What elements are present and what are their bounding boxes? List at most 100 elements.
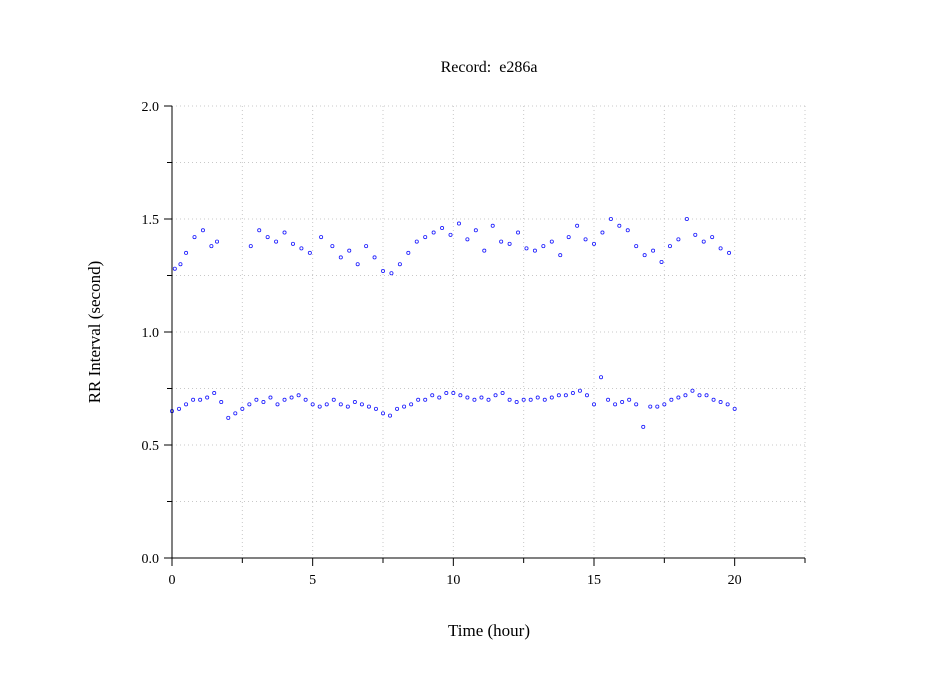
data-point [192, 235, 197, 240]
data-point [347, 248, 352, 253]
data-point [613, 402, 618, 407]
data-point [338, 402, 343, 407]
data-point [659, 259, 664, 264]
data-point [191, 397, 196, 402]
data-points [169, 216, 737, 429]
data-point [473, 228, 478, 233]
data-point [268, 395, 273, 400]
data-point [542, 397, 547, 402]
data-point [265, 235, 270, 240]
y-tick-label: 1.5 [142, 213, 160, 228]
data-point [718, 400, 723, 405]
x-tick-label: 15 [587, 573, 601, 588]
y-tick-label: 0.5 [142, 439, 160, 454]
data-point [690, 388, 695, 393]
data-point [177, 406, 182, 411]
y-tick-label: 2.0 [142, 100, 160, 115]
data-point [556, 393, 561, 398]
data-point [521, 397, 526, 402]
data-point [388, 413, 393, 418]
data-point [651, 248, 656, 253]
data-point [676, 237, 681, 242]
data-point [451, 391, 456, 396]
data-point [437, 395, 442, 400]
data-point [198, 397, 203, 402]
data-point [583, 237, 588, 242]
data-point [549, 395, 554, 400]
data-point [600, 230, 605, 235]
data-point [226, 415, 231, 420]
data-point [584, 393, 589, 398]
data-point [499, 239, 504, 244]
data-point [532, 248, 537, 253]
data-point [456, 221, 461, 226]
chart-title: Record: e286a [441, 59, 538, 76]
data-point [299, 246, 304, 251]
data-point [431, 230, 436, 235]
data-point [233, 411, 238, 416]
data-point [359, 402, 364, 407]
y-tick-label: 0.0 [142, 552, 160, 567]
data-point [282, 397, 287, 402]
x-axis-ticks: 0 5 10 15 20 [169, 558, 806, 588]
data-point [507, 397, 512, 402]
data-point [725, 402, 730, 407]
data-point [465, 237, 470, 242]
data-point [215, 239, 220, 244]
data-point [366, 404, 371, 409]
data-point [307, 250, 312, 255]
data-point [711, 397, 716, 402]
data-point [406, 250, 411, 255]
data-point [416, 397, 421, 402]
data-point [355, 262, 360, 267]
data-point [184, 250, 189, 255]
x-tick-label: 10 [446, 573, 460, 588]
data-point [693, 232, 698, 237]
data-point [380, 268, 385, 273]
data-point [330, 244, 335, 249]
data-point [338, 255, 343, 260]
data-point [409, 402, 414, 407]
data-point [282, 230, 287, 235]
data-point [257, 228, 262, 233]
data-point [482, 248, 487, 253]
data-point [209, 244, 214, 249]
data-point [575, 223, 580, 228]
data-point [423, 235, 428, 240]
data-point [395, 406, 400, 411]
data-point [324, 402, 329, 407]
data-point [380, 411, 385, 416]
data-point [634, 402, 639, 407]
data-point [701, 239, 706, 244]
data-point [331, 397, 336, 402]
data-point [599, 375, 604, 380]
data-point [676, 395, 681, 400]
data-point [620, 400, 625, 405]
data-point [732, 406, 737, 411]
data-point [310, 402, 315, 407]
data-point [472, 397, 477, 402]
data-point [662, 402, 667, 407]
data-point [648, 404, 653, 409]
data-point [507, 241, 512, 246]
x-tick-label: 20 [728, 573, 742, 588]
x-tick-label: 0 [169, 573, 176, 588]
data-point [558, 253, 563, 258]
data-point [465, 395, 470, 400]
data-point [296, 393, 301, 398]
data-point [490, 223, 495, 228]
data-point [319, 235, 324, 240]
data-point [430, 393, 435, 398]
data-point [364, 244, 369, 249]
y-tick-label: 1.0 [142, 326, 160, 341]
x-axis-title: Time (hour) [448, 621, 530, 640]
data-point [389, 271, 394, 276]
data-point [414, 239, 419, 244]
data-point [493, 393, 498, 398]
data-point [212, 391, 217, 396]
data-point [577, 388, 582, 393]
data-point [184, 402, 189, 407]
data-point [261, 400, 266, 405]
data-point [423, 397, 428, 402]
